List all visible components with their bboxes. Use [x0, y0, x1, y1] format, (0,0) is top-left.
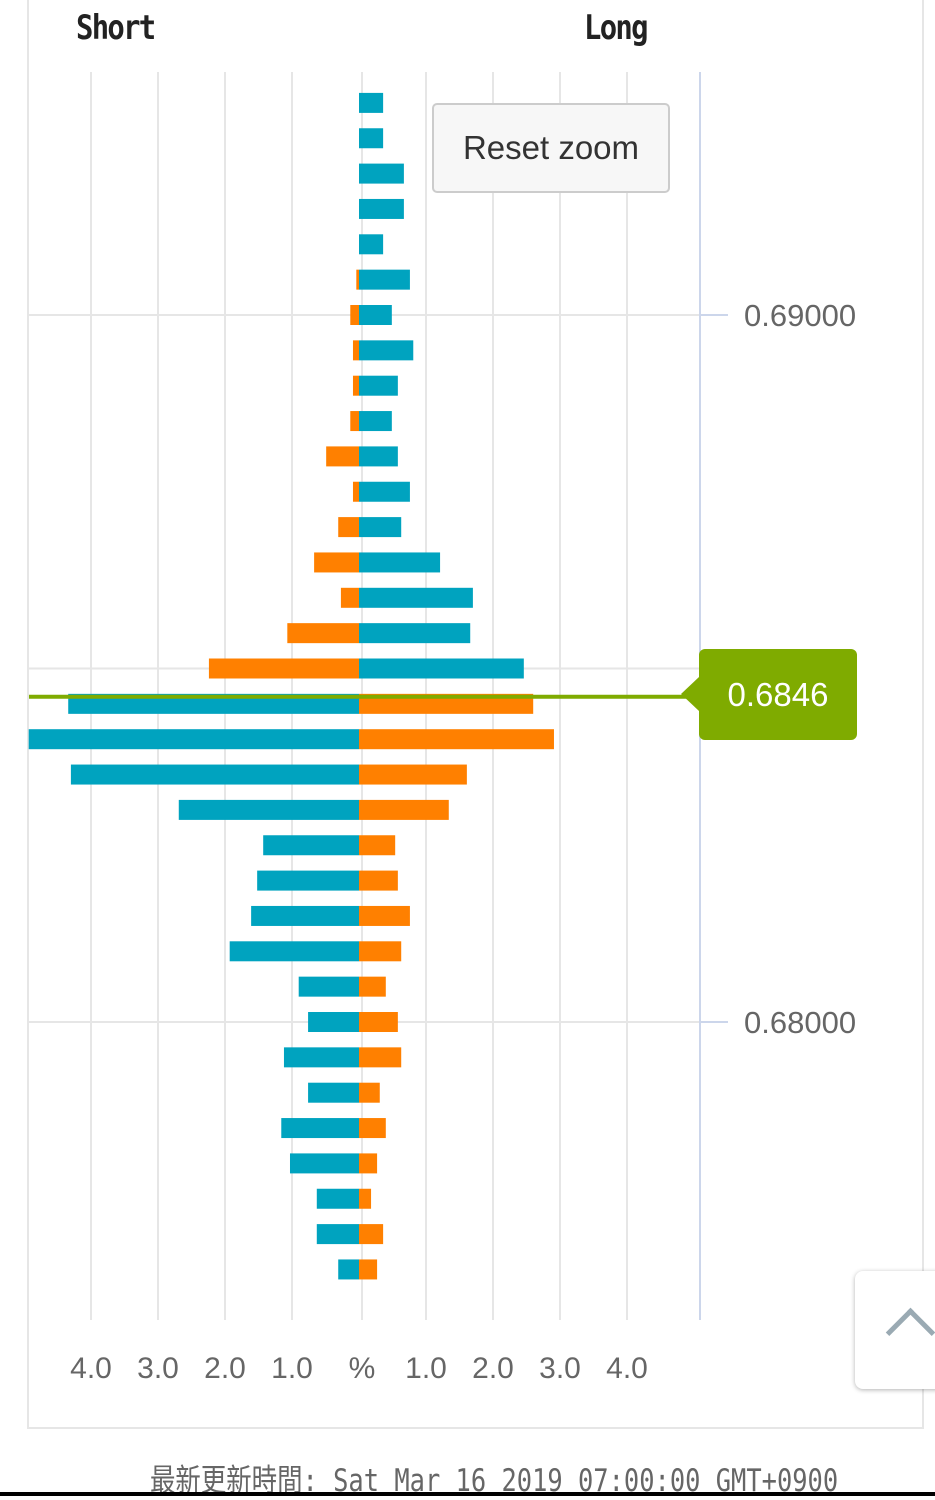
y-tick-label: 0.69000 — [744, 298, 856, 333]
long-bar — [359, 693, 534, 714]
scroll-to-top-button[interactable] — [855, 1271, 935, 1389]
long-bar — [359, 1012, 398, 1032]
x-tick-label: 4.0 — [70, 1352, 112, 1385]
long-bar — [359, 1047, 402, 1068]
x-tick-label: 1.0 — [405, 1352, 447, 1385]
long-bar — [359, 198, 404, 219]
long-bar — [359, 623, 471, 644]
long-bar — [359, 481, 410, 502]
long-bar — [359, 587, 473, 608]
short-bar — [314, 552, 359, 573]
long-bar — [359, 305, 392, 325]
long-bar — [359, 269, 410, 290]
long-bar — [359, 552, 441, 573]
short-bar — [283, 1047, 359, 1068]
short-bar — [229, 941, 359, 962]
long-bar — [359, 976, 386, 997]
x-tick-label: 3.0 — [137, 1352, 179, 1385]
short-bar — [352, 481, 359, 502]
short-bar — [251, 905, 359, 926]
long-bar — [359, 799, 449, 820]
x-tick-label: 2.0 — [204, 1352, 246, 1385]
short-bar — [287, 623, 359, 644]
long-bar — [359, 517, 402, 538]
reset-zoom-button[interactable]: Reset zoom — [432, 103, 670, 193]
x-tick-label: 1.0 — [271, 1352, 313, 1385]
short-bar — [338, 517, 359, 538]
chevron-up-icon — [885, 1307, 935, 1358]
short-bar — [70, 764, 360, 785]
x-tick-label: 4.0 — [606, 1352, 648, 1385]
long-bar — [359, 1153, 378, 1174]
short-bar — [208, 658, 359, 679]
long-bar — [359, 729, 554, 750]
bottom-bar — [0, 1492, 935, 1496]
short-bar — [308, 1082, 359, 1103]
long-bar — [359, 1259, 378, 1280]
short-bar — [289, 1153, 359, 1174]
x-tick-label: 3.0 — [539, 1352, 581, 1385]
long-bar — [359, 1082, 380, 1103]
short-bar — [338, 1259, 359, 1280]
long-bar — [359, 446, 398, 467]
long-bar — [359, 941, 402, 962]
long-bar — [359, 835, 396, 856]
short-bar — [178, 799, 359, 820]
short-bar — [68, 693, 359, 714]
short-bar — [28, 729, 359, 750]
short-bar — [352, 375, 359, 396]
short-bar — [316, 1224, 359, 1245]
long-bar — [359, 658, 524, 679]
long-bar — [359, 234, 384, 255]
long-bar — [359, 870, 398, 891]
long-bar — [359, 905, 410, 926]
short-bar — [352, 340, 359, 361]
short-bar — [298, 976, 359, 997]
long-bar — [359, 92, 384, 113]
short-bar — [316, 1188, 359, 1209]
long-bar — [359, 1118, 386, 1139]
y-tick-label: 0.68000 — [744, 1005, 856, 1040]
long-bar — [359, 764, 467, 785]
legend-long: Long — [584, 8, 649, 48]
short-bar — [356, 269, 359, 290]
short-bar — [263, 835, 359, 856]
short-bar — [340, 587, 359, 608]
long-bar — [359, 1188, 372, 1209]
long-bar — [359, 128, 384, 149]
long-bar — [359, 340, 414, 361]
short-bar — [350, 411, 359, 432]
order-book-chart[interactable]: 4.0 3.0 2.0 1.0% 1.0 2.0 3.0 4.0 0.69000 0.68000 — [0, 0, 935, 1440]
x-tick-label: 2.0 — [472, 1352, 514, 1385]
chart-frame — [27, 0, 924, 1429]
short-bar — [257, 870, 359, 891]
long-bar — [359, 375, 398, 396]
short-bar — [326, 446, 359, 467]
long-bar — [359, 411, 392, 432]
long-bar — [359, 163, 404, 184]
long-bar — [359, 1224, 384, 1245]
short-bar — [308, 1012, 359, 1032]
short-bar — [281, 1118, 359, 1139]
x-tick-label: % — [349, 1352, 376, 1385]
current-price-label: 0.6846 — [681, 649, 857, 740]
short-bar — [350, 305, 359, 325]
legend-short: Short — [76, 8, 156, 48]
